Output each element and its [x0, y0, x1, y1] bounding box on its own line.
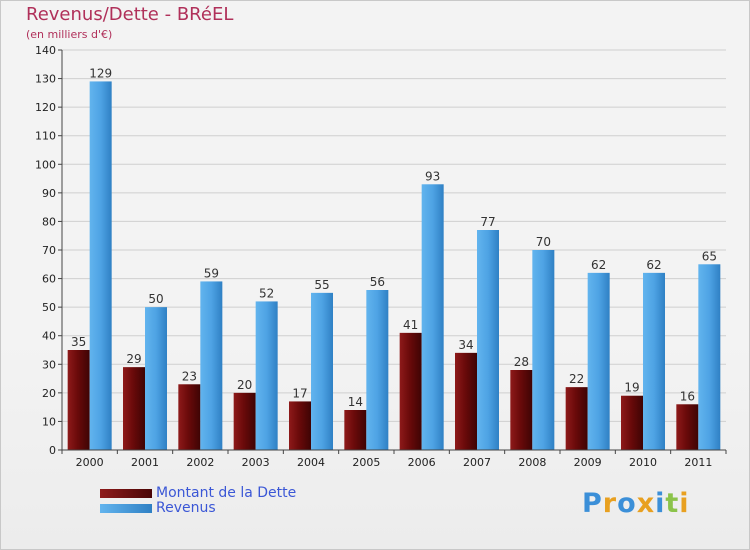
logo-letter: t — [665, 488, 680, 519]
x-tick-label: 2009 — [574, 456, 602, 469]
value-label-revenus: 65 — [702, 249, 717, 263]
bar-revenus — [587, 272, 610, 450]
y-tick-label: 10 — [42, 415, 56, 428]
chart-title: Revenus/Dette - BRéEL — [26, 4, 234, 25]
logo-letter: i — [679, 488, 690, 519]
bar-dette — [565, 387, 588, 450]
y-tick-label: 20 — [42, 387, 56, 400]
x-tick-label: 2002 — [186, 456, 214, 469]
bar-dette — [289, 401, 311, 450]
y-tick-label: 30 — [42, 358, 56, 371]
bar-dette — [344, 410, 367, 450]
x-tick-label: 2000 — [76, 456, 104, 469]
value-label-dette: 28 — [514, 355, 529, 369]
bar-dette — [621, 395, 643, 450]
y-tick-label: 80 — [42, 215, 56, 228]
y-tick-label: 60 — [42, 273, 56, 286]
proxiti-logo: Proxiti — [582, 488, 690, 519]
bar-dette — [123, 367, 145, 450]
bar-revenus — [255, 301, 278, 450]
value-label-revenus: 129 — [89, 66, 112, 80]
bar-revenus — [200, 281, 223, 450]
value-label-dette: 17 — [292, 386, 307, 400]
x-tick-label: 2003 — [242, 456, 270, 469]
value-label-revenus: 52 — [259, 286, 274, 300]
value-label-dette: 20 — [237, 378, 252, 392]
bar-dette — [676, 404, 699, 450]
value-label-dette: 16 — [680, 389, 695, 403]
x-tick-label: 2004 — [297, 456, 325, 469]
legend-label-revenus: Revenus — [156, 500, 216, 516]
value-label-dette: 14 — [348, 395, 363, 409]
y-tick-label: 140 — [35, 44, 56, 57]
bar-revenus — [532, 250, 555, 450]
value-label-revenus: 56 — [370, 275, 385, 289]
logo-letter: o — [617, 488, 637, 519]
bar-revenus — [477, 230, 499, 450]
value-label-revenus: 93 — [425, 169, 440, 183]
bars — [67, 81, 721, 451]
logo-letter: x — [636, 488, 656, 519]
bar-revenus — [89, 81, 112, 450]
legend-swatch-dette — [100, 489, 152, 498]
logo-letter: i — [655, 488, 666, 519]
y-tick-label: 40 — [42, 330, 56, 343]
value-label-dette: 34 — [458, 338, 473, 352]
x-tick-label: 2011 — [684, 456, 712, 469]
y-tick-label: 70 — [42, 244, 56, 257]
value-label-dette: 23 — [182, 369, 197, 383]
value-label-dette: 29 — [126, 352, 141, 366]
bar-dette — [67, 350, 90, 450]
bar-revenus — [643, 272, 665, 450]
x-tick-label: 2008 — [518, 456, 546, 469]
axes: 0 10 20 30 40 50 60 70 80 90 100 110 120 130 140 2000 20… — [35, 44, 727, 469]
value-label-revenus: 50 — [148, 292, 163, 306]
y-tick-label: 90 — [42, 187, 56, 200]
bar-dette — [455, 352, 477, 450]
grid — [62, 49, 726, 451]
value-label-revenus: 62 — [591, 258, 606, 272]
legend-label-dette: Montant de la Dette — [156, 485, 297, 501]
y-tick-label: 120 — [35, 101, 56, 114]
logo-letter: r — [602, 488, 618, 519]
legend-swatch-revenus — [100, 504, 152, 513]
y-tick-label: 100 — [35, 158, 56, 171]
y-tick-label: 110 — [35, 130, 56, 143]
value-label-revenus: 62 — [646, 258, 661, 272]
bar-revenus — [698, 264, 721, 450]
bar-revenus — [366, 290, 389, 450]
value-label-dette: 35 — [71, 335, 86, 349]
value-labels: 35 129 29 50 23 59 20 52 17 55 14 56 41 93 34 77 28 70 22 6… — [71, 66, 717, 409]
value-label-revenus: 59 — [204, 266, 219, 280]
bar-revenus — [145, 307, 167, 450]
x-tick-label: 2007 — [463, 456, 491, 469]
value-label-dette: 22 — [569, 372, 584, 386]
value-label-dette: 41 — [403, 318, 418, 332]
bar-dette — [233, 392, 256, 450]
x-tick-label: 2006 — [408, 456, 436, 469]
chart-subtitle: (en milliers d'€) — [26, 28, 113, 41]
value-label-revenus: 77 — [480, 215, 495, 229]
logo-letter: P — [582, 488, 603, 519]
y-tick-label: 50 — [42, 301, 56, 314]
bar-dette — [399, 332, 422, 450]
y-tick-label: 0 — [49, 444, 56, 457]
y-tick-label: 130 — [35, 73, 56, 86]
bar-dette — [178, 384, 201, 450]
x-tick-label: 2005 — [352, 456, 380, 469]
x-tick-label: 2010 — [629, 456, 657, 469]
value-label-revenus: 70 — [536, 235, 551, 249]
value-label-dette: 19 — [624, 381, 639, 395]
bar-revenus — [311, 292, 333, 450]
bar-dette — [510, 370, 533, 450]
value-label-revenus: 55 — [314, 278, 329, 292]
bar-revenus — [421, 184, 444, 451]
x-tick-label: 2001 — [131, 456, 159, 469]
